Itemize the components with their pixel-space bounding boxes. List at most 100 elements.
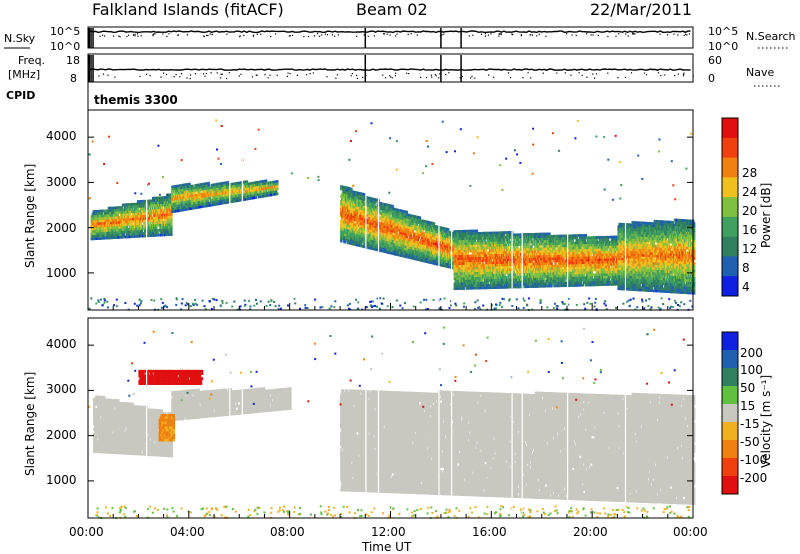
nave-dot <box>420 77 421 78</box>
nsearch-label: N.Search <box>746 30 796 43</box>
nave-dot <box>510 77 511 78</box>
cell-power <box>396 231 398 234</box>
freq-strip <box>88 54 694 82</box>
noise-dot <box>128 35 129 36</box>
nave-dot <box>264 74 265 75</box>
cell-power <box>157 231 159 234</box>
nave-dot <box>395 75 396 76</box>
cell-power <box>476 230 478 233</box>
cell-power <box>106 217 108 220</box>
cell-power <box>480 274 482 277</box>
cell-power <box>499 266 501 269</box>
noise-dot <box>243 35 244 36</box>
cell-power <box>130 233 132 236</box>
noise-dot <box>327 34 328 35</box>
noise-dot <box>481 34 482 35</box>
cell-power <box>397 209 399 212</box>
cell-power <box>170 221 172 224</box>
noise-dot <box>253 36 254 37</box>
cell-power <box>166 199 168 202</box>
nave-dot <box>385 77 386 78</box>
cell-power <box>117 229 119 232</box>
noise-dot <box>207 35 208 36</box>
nave-dot <box>543 73 544 74</box>
nave-dot <box>163 73 164 74</box>
cell-power <box>177 210 179 213</box>
nave-dot <box>310 73 311 74</box>
cell-power <box>392 205 394 208</box>
noise-dot <box>443 34 444 35</box>
nave-dot <box>211 72 212 73</box>
nave-dot <box>146 74 147 75</box>
cell-power <box>482 262 484 265</box>
nave-dot <box>565 72 566 73</box>
cell-power <box>123 233 125 236</box>
cell-power <box>262 180 264 183</box>
noise-dot <box>485 36 486 37</box>
cell-power <box>170 223 172 226</box>
cell-power <box>421 232 423 235</box>
noise-dot <box>292 35 293 36</box>
nave-dot <box>658 72 659 73</box>
noise-strip <box>88 27 693 48</box>
cell-power <box>238 184 240 187</box>
date-label: 22/Mar/2011 <box>590 0 692 19</box>
cell-power <box>360 242 362 245</box>
nave-dot <box>579 72 580 73</box>
nave-dot <box>352 73 353 74</box>
cell-power <box>481 254 483 257</box>
noise-dot <box>684 35 685 36</box>
noise-dot <box>137 33 138 34</box>
nave-dot <box>174 76 175 77</box>
nave-dot <box>488 74 489 75</box>
cell-power <box>485 249 487 252</box>
cell-power <box>421 244 423 247</box>
cell-power <box>480 287 482 290</box>
nave-dot <box>229 72 230 73</box>
nave-dot <box>239 75 240 76</box>
cell-power <box>129 213 131 216</box>
cell-power <box>275 190 277 193</box>
nave-tick-high: 60 <box>708 54 722 67</box>
nave-dot <box>445 74 446 75</box>
cell-power <box>170 226 172 229</box>
nave-dot <box>693 76 694 77</box>
noise-dot <box>314 35 315 36</box>
cell-power <box>166 228 168 231</box>
noise-dot <box>539 34 540 35</box>
noise-dot <box>338 34 339 35</box>
cell-power <box>408 214 410 217</box>
nave-dot <box>103 74 104 75</box>
nave-dot <box>98 75 99 76</box>
noise-dot <box>673 34 674 35</box>
cell-power <box>140 222 142 225</box>
cell-power <box>480 249 482 252</box>
cell-power <box>161 206 163 209</box>
cell-power <box>372 240 374 243</box>
noise-dot <box>319 36 320 37</box>
noise-dot <box>154 33 155 34</box>
noise-dot <box>472 35 473 36</box>
cell-power <box>201 193 203 196</box>
cell-power <box>137 208 139 211</box>
cell-power <box>474 240 476 243</box>
nave-dot <box>617 77 618 78</box>
nave-dot <box>592 74 593 75</box>
nave-dot <box>644 73 645 74</box>
nave-dot <box>435 74 436 75</box>
nave-dot <box>683 74 684 75</box>
noise-dot <box>290 35 291 36</box>
noise-dot <box>607 36 608 37</box>
nave-dot <box>206 73 207 74</box>
noise-dot <box>536 35 537 36</box>
cell-power <box>129 216 131 219</box>
cell-power <box>484 239 486 242</box>
nave-dot <box>222 74 223 75</box>
cell-power <box>481 247 483 250</box>
cell-power <box>263 192 265 195</box>
cell-power <box>493 266 495 269</box>
cell-power <box>479 262 481 265</box>
cell-power <box>348 192 350 195</box>
nave-dot <box>470 77 471 78</box>
cell-power <box>487 282 489 285</box>
